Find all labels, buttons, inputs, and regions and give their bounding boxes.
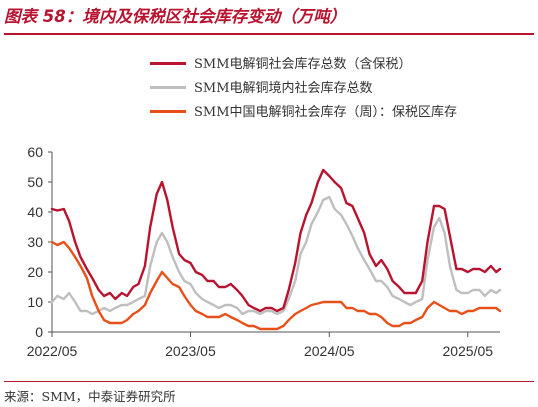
y-tick-label: 10 [27,294,43,310]
legend-item-total-incl-bonded: SMM电解铜社会库存总数（含保税） [150,52,534,76]
y-tick-label: 30 [27,234,43,250]
footer-rule [4,381,534,382]
legend-swatch-bonded-zone [150,110,186,113]
series-line-total-incl-bonded [50,168,502,313]
y-tick-label: 0 [35,324,43,340]
legend-swatch-total-incl-bonded [150,62,186,65]
y-tick-label: 60 [27,144,43,160]
chart-axes: 0 10 20 30 40 50 60 2022/05 2023/05 2024/05 2025/0… [27,144,500,359]
legend-label-domestic-total: SMM电解铜境内社会库存总数 [194,81,373,96]
chart-legend: SMM电解铜社会库存总数（含保税） SMM电解铜境内社会库存总数 SMM中国电解… [150,52,534,124]
source-note: 来源：SMM，中泰证券研究所 [4,389,176,404]
legend-item-bonded-zone: SMM中国电解铜社会库存（周）：保税区库存 [150,100,534,124]
y-tick-label: 20 [27,264,43,280]
legend-item-domestic-total: SMM电解铜境内社会库存总数 [150,76,534,100]
title-rule [4,33,534,35]
figure-title: 图表 58：境内及保税区社会库存变动（万吨） [4,7,347,26]
chart-series-lines [50,168,502,331]
series-line-domestic-total [50,195,502,316]
x-tick-label: 2022/05 [27,343,78,359]
y-tick-label: 40 [27,204,43,220]
legend-label-total-incl-bonded: SMM电解铜社会库存总数（含保税） [194,57,412,72]
line-chart: 0 10 20 30 40 50 60 2022/05 2023/05 2024/05 2025/0… [27,144,502,359]
legend-swatch-domestic-total [150,86,186,89]
x-tick-label: 2024/05 [304,343,355,359]
x-tick-label: 2025/05 [442,343,493,359]
legend-label-bonded-zone: SMM中国电解铜社会库存（周）：保税区库存 [194,105,458,120]
y-tick-label: 50 [27,174,43,190]
series-line-bonded-zone [50,240,502,331]
x-tick-label: 2023/05 [165,343,216,359]
